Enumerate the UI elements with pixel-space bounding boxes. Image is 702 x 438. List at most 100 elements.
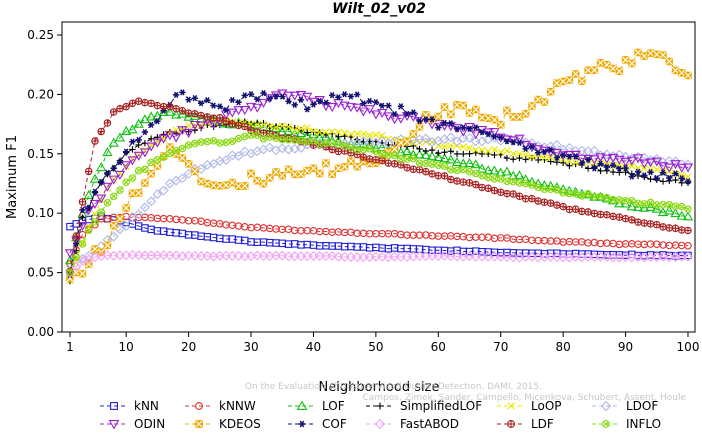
data-point — [572, 159, 580, 167]
data-point — [484, 184, 492, 193]
data-point — [459, 101, 468, 110]
data-point — [170, 133, 182, 143]
data-point — [347, 143, 355, 152]
data-point — [253, 176, 262, 185]
data-point — [266, 174, 274, 182]
data-point — [520, 140, 531, 150]
series-line — [69, 215, 689, 265]
data-point — [472, 124, 479, 131]
data-point — [147, 169, 155, 178]
data-point — [659, 169, 667, 176]
data-point — [416, 117, 423, 125]
data-point — [576, 154, 588, 164]
data-point — [364, 105, 375, 115]
data-point — [297, 170, 305, 178]
series-lof — [64, 106, 694, 265]
data-point — [390, 145, 399, 153]
data-point — [616, 169, 623, 176]
data-point — [445, 154, 456, 164]
data-point — [327, 103, 338, 113]
data-point — [389, 251, 400, 262]
data-point — [640, 219, 649, 227]
data-point — [185, 122, 193, 130]
data-point — [659, 51, 667, 59]
watermark-text-line-2: On the Evaluation of Unsupervised Outlie… — [245, 382, 542, 392]
data-point — [452, 136, 463, 147]
data-point — [377, 136, 388, 147]
data-point — [559, 202, 567, 211]
data-point — [684, 173, 692, 181]
data-point — [116, 186, 124, 194]
data-point — [335, 94, 342, 101]
data-point — [378, 102, 386, 109]
data-point — [534, 156, 542, 164]
data-point — [514, 134, 525, 144]
data-point — [328, 92, 336, 99]
data-point — [564, 150, 575, 160]
data-point — [522, 156, 529, 163]
data-point — [447, 141, 455, 150]
data-point — [453, 100, 461, 109]
data-point — [135, 141, 142, 149]
data-point — [653, 50, 661, 59]
data-point — [216, 103, 224, 110]
data-point — [327, 250, 338, 261]
data-point — [158, 134, 169, 144]
data-point — [483, 165, 494, 175]
data-point — [228, 137, 237, 145]
data-point — [620, 151, 631, 162]
data-point — [121, 125, 132, 135]
data-point — [191, 167, 199, 176]
data-point — [496, 175, 505, 183]
x-tick-label: 70 — [493, 340, 508, 354]
data-point — [210, 102, 217, 109]
legend-item-lof: LOF — [288, 399, 345, 413]
data-point — [651, 203, 662, 213]
data-point — [264, 142, 275, 153]
data-point — [447, 175, 455, 184]
data-point — [252, 103, 263, 113]
data-point — [445, 251, 456, 262]
data-point — [422, 167, 430, 176]
data-point — [491, 133, 498, 140]
data-point — [603, 163, 611, 171]
data-point — [139, 202, 150, 213]
data-point — [234, 182, 243, 191]
data-point — [289, 91, 300, 101]
data-point — [410, 109, 417, 116]
data-point — [309, 137, 318, 145]
data-point — [678, 226, 686, 234]
data-point — [102, 182, 113, 192]
data-point — [134, 97, 143, 105]
data-point — [134, 189, 143, 197]
data-point — [197, 111, 205, 120]
data-point — [678, 69, 686, 77]
data-point — [96, 162, 107, 172]
legend-label: LDOF — [626, 399, 658, 413]
x-tick-label: 60 — [431, 340, 446, 354]
data-point — [340, 162, 349, 171]
data-point — [547, 146, 554, 153]
data-point — [297, 125, 305, 133]
data-point — [489, 128, 500, 138]
legend-item-odin: ODIN — [100, 417, 165, 431]
data-point — [671, 224, 680, 233]
data-point — [102, 250, 113, 261]
data-point — [359, 153, 368, 161]
data-point — [551, 252, 562, 263]
legend-label: INFLO — [626, 417, 661, 431]
data-point — [403, 163, 411, 172]
data-point — [634, 199, 642, 208]
data-point — [553, 79, 561, 87]
data-point — [621, 56, 630, 64]
data-point — [114, 170, 126, 180]
data-point — [389, 115, 400, 125]
data-point — [158, 185, 169, 196]
x-tick-label: 10 — [119, 340, 134, 354]
data-point — [647, 169, 654, 176]
data-point — [641, 172, 648, 179]
data-point — [309, 127, 318, 135]
data-point — [166, 103, 174, 111]
data-point — [478, 171, 486, 180]
